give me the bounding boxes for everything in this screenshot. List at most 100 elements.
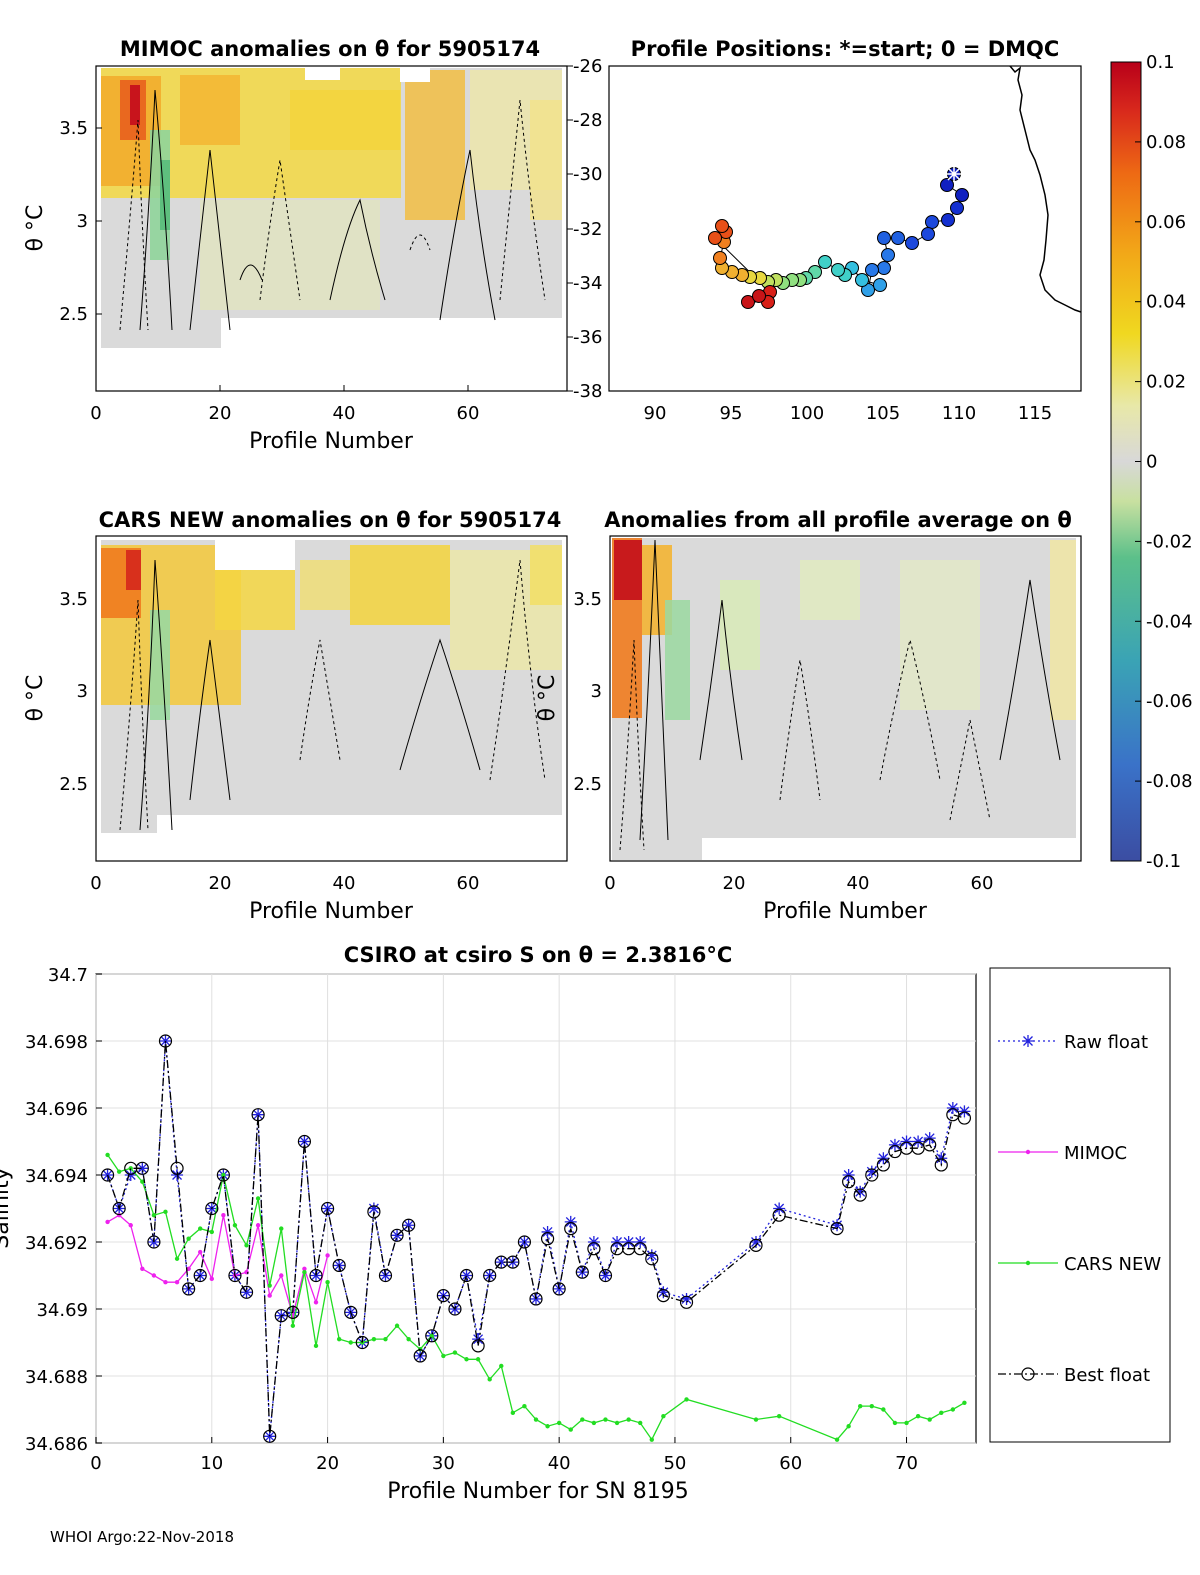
data-point — [209, 1276, 214, 1282]
data-point — [228, 1268, 242, 1283]
colorbar-ticks: 0.1 0.08 0.06 0.04 0.02 0 -0.02 -0.04 -0.06 -0.08… — [1135, 52, 1193, 872]
data-point — [876, 1158, 890, 1172]
data-point — [858, 1403, 863, 1409]
cars-axes-box — [95, 535, 568, 862]
mimoc-ytick: 3 — [77, 211, 88, 232]
y-tick-label: 34.688 — [25, 1367, 88, 1388]
data-point — [332, 1258, 346, 1273]
profile-position-marker — [865, 263, 879, 277]
positions-ytick: -32 — [573, 219, 602, 240]
mimoc-xtick: 20 — [209, 403, 232, 424]
profile-position-marker — [713, 251, 727, 265]
data-point — [297, 1134, 312, 1149]
profile-position-marker — [955, 188, 969, 202]
y-tick-label: 34.686 — [25, 1434, 88, 1455]
data-point — [163, 1280, 168, 1285]
avg-yticks: 3.5 3 2.5 — [573, 589, 602, 795]
data-point — [136, 1162, 149, 1175]
footer-stamp: WHOI Argo:22-Nov-2018 — [50, 1528, 234, 1546]
positions-xtick: 115 — [1018, 403, 1052, 424]
legend: Raw float MIMOC CARS NEW Best float — [998, 1032, 1161, 1386]
data-point — [244, 1243, 249, 1248]
data-point — [163, 1209, 168, 1215]
salinity-series — [100, 1034, 972, 1443]
data-point — [158, 1034, 173, 1048]
salinity-grid — [95, 973, 976, 1444]
data-point — [900, 1135, 913, 1148]
data-point — [591, 1420, 597, 1426]
avg-xtick: 0 — [604, 873, 615, 894]
data-point — [105, 1152, 110, 1158]
data-point — [946, 1102, 959, 1114]
x-tick-label: 50 — [663, 1453, 686, 1474]
salinity-xlabel: Profile Number for SN 8195 — [387, 1479, 688, 1504]
data-point — [371, 1336, 377, 1342]
data-point — [475, 1357, 481, 1362]
positions-xtick: 95 — [720, 403, 743, 424]
cars-xticks: 0 20 40 60 — [90, 873, 479, 894]
data-point — [205, 1201, 219, 1216]
colorbar-tick-label: -0.1 — [1146, 851, 1181, 872]
data-point — [101, 1169, 114, 1181]
data-point — [460, 1269, 473, 1282]
data-point — [487, 1377, 492, 1382]
data-point — [495, 1256, 508, 1269]
cars-xlabel: Profile Number — [249, 899, 414, 924]
data-point — [140, 1266, 145, 1272]
data-point — [441, 1353, 446, 1359]
data-point — [128, 1223, 133, 1228]
data-point — [116, 1213, 122, 1218]
data-point — [302, 1269, 307, 1275]
colorbar-tick-label: 0 — [1146, 452, 1157, 473]
avg-ytick: 2.5 — [573, 774, 602, 795]
mimoc-anomaly-panel: MIMOC anomalies on θ for 5905174 — [23, 37, 568, 454]
y-tick-label: 34.696 — [25, 1099, 88, 1120]
data-point — [147, 1235, 161, 1249]
data-point — [336, 1336, 342, 1342]
data-point — [533, 1417, 539, 1422]
cars-xtick: 40 — [333, 873, 356, 894]
data-point — [209, 1229, 214, 1235]
positions-xtick: 105 — [866, 403, 900, 424]
data-point — [599, 1269, 612, 1282]
data-point — [846, 1424, 851, 1429]
colorbar-tick-label: 0.04 — [1146, 292, 1186, 313]
positions-ytick: -34 — [573, 273, 602, 294]
cars-yticks: 3.5 3 2.5 — [59, 589, 88, 795]
data-point — [923, 1132, 936, 1145]
legend-label: Best float — [1064, 1365, 1150, 1386]
data-point — [927, 1417, 932, 1422]
data-point — [649, 1437, 654, 1442]
colorbar-tick-label: 0.08 — [1146, 132, 1186, 153]
data-point — [309, 1268, 323, 1283]
data-point — [367, 1205, 381, 1219]
colorbar-tick-label: 0.02 — [1146, 372, 1186, 393]
profile-position-marker — [921, 227, 935, 241]
positions-xticks: 90 95 100 105 110 115 — [644, 403, 1053, 424]
avg-ytick: 3 — [591, 681, 602, 702]
legend-box — [989, 967, 1171, 1443]
avg-ytick: 3.5 — [573, 589, 602, 610]
mimoc-xtick: 60 — [457, 403, 480, 424]
x-tick-label: 60 — [779, 1453, 802, 1474]
data-point — [958, 1105, 971, 1118]
cars-xtick: 20 — [209, 873, 232, 894]
data-point — [390, 1228, 404, 1242]
profile-position-marker — [741, 295, 755, 309]
data-point — [912, 1135, 925, 1148]
data-point — [545, 1424, 550, 1429]
data-point — [448, 1302, 462, 1316]
data-point — [151, 1213, 157, 1218]
data-point — [684, 1397, 689, 1402]
positions-ytick: -30 — [573, 164, 602, 185]
colorbar-tick-label: 0.1 — [1146, 52, 1175, 73]
x-tick-label: 70 — [895, 1453, 918, 1474]
data-point — [540, 1232, 555, 1246]
y-tick-label: 34.69 — [36, 1300, 88, 1321]
positions-axes-box — [608, 65, 1082, 392]
data-point — [174, 1280, 180, 1285]
data-point — [645, 1252, 659, 1266]
data-point — [842, 1175, 856, 1189]
data-point — [182, 1282, 196, 1296]
